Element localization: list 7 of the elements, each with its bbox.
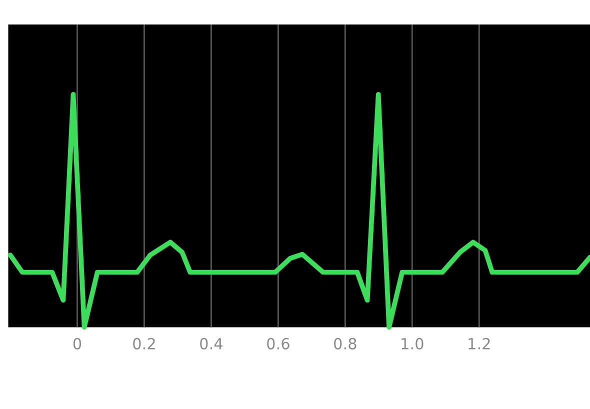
x-tick-label: 0.8 (334, 338, 356, 350)
x-tick-label: 0.2 (133, 338, 155, 350)
x-tick-label: 1.0 (402, 338, 424, 350)
x-tick-label: 0 (73, 338, 82, 350)
x-tick-label: 1.2 (468, 338, 490, 350)
x-tick-label: 0.4 (200, 338, 223, 350)
x-tick-label: 0.6 (267, 338, 290, 350)
